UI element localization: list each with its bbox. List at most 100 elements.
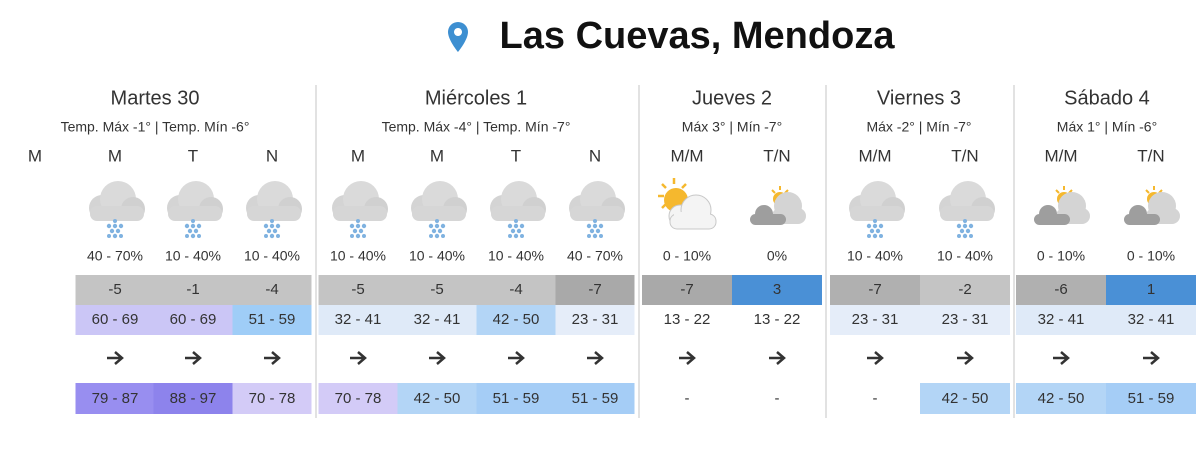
range-cell bbox=[920, 305, 1010, 335]
range-cell bbox=[75, 305, 155, 335]
range-value: - bbox=[873, 390, 878, 407]
range-value: 32 - 41 bbox=[1038, 311, 1085, 328]
range-cell bbox=[1106, 383, 1196, 414]
precip-chance: 10 - 40% bbox=[244, 248, 300, 264]
period-label: M bbox=[28, 146, 42, 165]
period-label: N bbox=[589, 146, 601, 165]
precip-chance: 10 - 40% bbox=[847, 248, 903, 264]
temp-cell bbox=[1016, 275, 1106, 305]
day-summary: Máx 1° | Mín -6° bbox=[1057, 119, 1157, 135]
weather-icon bbox=[849, 181, 905, 239]
temp-cell bbox=[732, 275, 822, 305]
range-cell bbox=[732, 305, 822, 335]
range-value: 42 - 50 bbox=[942, 390, 989, 407]
range-cell bbox=[318, 305, 398, 335]
temperature: -5 bbox=[430, 281, 443, 298]
range-cell bbox=[830, 305, 920, 335]
range-value: 51 - 59 bbox=[493, 390, 540, 407]
range-value: 13 - 22 bbox=[754, 311, 801, 328]
direction-arrow bbox=[867, 351, 884, 365]
temp-cell bbox=[642, 275, 732, 305]
temperature: -7 bbox=[588, 281, 601, 298]
range-value: 42 - 50 bbox=[493, 311, 540, 328]
period-label: M bbox=[108, 146, 122, 165]
day-summary: Máx 3° | Mín -7° bbox=[682, 119, 782, 135]
weather-icon bbox=[1123, 185, 1181, 226]
direction-arrow bbox=[185, 351, 202, 365]
temp-cell bbox=[397, 275, 477, 305]
range-cell bbox=[1106, 305, 1196, 335]
period-label: T bbox=[511, 146, 521, 165]
temperature: -6 bbox=[1054, 281, 1067, 298]
temperature: 3 bbox=[773, 281, 781, 298]
temperature: -7 bbox=[868, 281, 881, 298]
temperature: -4 bbox=[509, 281, 522, 298]
range-value: 60 - 69 bbox=[92, 311, 139, 328]
range-cell bbox=[642, 383, 732, 414]
range-cell bbox=[153, 305, 233, 335]
day-summary: Temp. Máx -1° | Temp. Mín -6° bbox=[61, 119, 250, 135]
direction-arrow bbox=[957, 351, 974, 365]
weather-icon bbox=[89, 181, 145, 239]
range-cell bbox=[75, 383, 155, 414]
direction-arrow bbox=[350, 351, 367, 365]
range-value: 23 - 31 bbox=[572, 311, 619, 328]
range-cell bbox=[920, 383, 1010, 414]
period-label: M/M bbox=[858, 146, 891, 165]
range-cell bbox=[476, 383, 556, 414]
period-label: T/N bbox=[1137, 146, 1164, 165]
weather-icon bbox=[939, 181, 995, 239]
weather-icon bbox=[332, 181, 388, 239]
temp-cell bbox=[476, 275, 556, 305]
range-value: 70 - 78 bbox=[335, 390, 382, 407]
day-name: Viernes 3 bbox=[877, 87, 961, 109]
weather-icon bbox=[656, 176, 718, 231]
temperature: -4 bbox=[265, 281, 278, 298]
direction-arrow bbox=[1053, 351, 1070, 365]
range-cell bbox=[476, 305, 556, 335]
weather-icon bbox=[490, 181, 546, 239]
range-cell bbox=[830, 383, 920, 414]
day-name: Jueves 2 bbox=[692, 87, 772, 109]
range-value: 60 - 69 bbox=[170, 311, 217, 328]
precip-chance: 10 - 40% bbox=[330, 248, 386, 264]
range-value: 70 - 78 bbox=[249, 390, 296, 407]
direction-arrow bbox=[587, 351, 604, 365]
range-value: 32 - 41 bbox=[414, 311, 461, 328]
range-cell bbox=[397, 305, 477, 335]
period-label: M/M bbox=[1044, 146, 1077, 165]
precip-chance: 10 - 40% bbox=[488, 248, 544, 264]
precip-chance: 10 - 40% bbox=[937, 248, 993, 264]
range-value: 88 - 97 bbox=[170, 390, 217, 407]
range-cell bbox=[1016, 383, 1106, 414]
temp-cell bbox=[555, 275, 635, 305]
precip-chance: 40 - 70% bbox=[87, 248, 143, 264]
period-label: T/N bbox=[763, 146, 790, 165]
day-name: Sábado 4 bbox=[1064, 87, 1150, 109]
weather-icon bbox=[411, 181, 467, 239]
range-value: 51 - 59 bbox=[1128, 390, 1175, 407]
range-value: 42 - 50 bbox=[414, 390, 461, 407]
range-value: 13 - 22 bbox=[664, 311, 711, 328]
range-value: 42 - 50 bbox=[1038, 390, 1085, 407]
range-cell bbox=[1016, 305, 1106, 335]
range-value: 23 - 31 bbox=[852, 311, 899, 328]
range-value: - bbox=[775, 390, 780, 407]
range-value: 51 - 59 bbox=[249, 311, 296, 328]
period-label: M bbox=[351, 146, 365, 165]
precip-chance: 0 - 10% bbox=[1127, 248, 1175, 264]
range-cell bbox=[232, 305, 312, 335]
range-cell bbox=[318, 383, 398, 414]
range-cell bbox=[397, 383, 477, 414]
range-value: 79 - 87 bbox=[92, 390, 139, 407]
weather-icon bbox=[167, 181, 223, 239]
temp-cell bbox=[232, 275, 312, 305]
precip-chance: 10 - 40% bbox=[165, 248, 221, 264]
weather-icon bbox=[1033, 185, 1091, 226]
direction-arrow bbox=[769, 351, 786, 365]
temp-cell bbox=[830, 275, 920, 305]
range-value: 32 - 41 bbox=[1128, 311, 1175, 328]
range-cell bbox=[555, 383, 635, 414]
range-value: - bbox=[685, 390, 690, 407]
